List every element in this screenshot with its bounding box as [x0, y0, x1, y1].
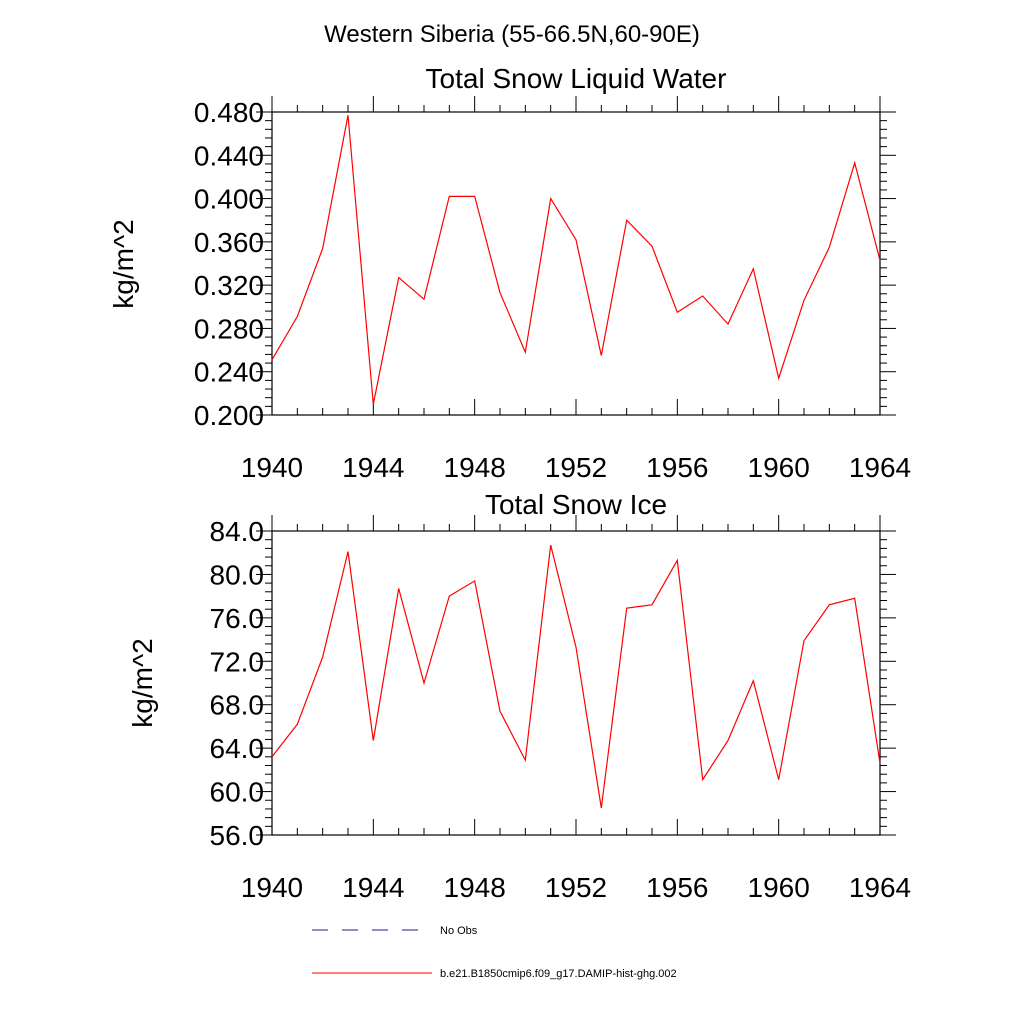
y-tick-label: 0.440: [194, 140, 264, 171]
series-line: [271, 544, 881, 808]
x-tick-label: 1948: [444, 452, 506, 483]
x-tick-label: 1956: [646, 872, 708, 903]
y-tick-label: 60.0: [210, 777, 265, 808]
y-tick-label: 0.320: [194, 270, 264, 301]
legend: No Obs b.e21.B1850cmip6.f09_g17.DAMIP-hi…: [312, 925, 677, 980]
x-tick-label: 1940: [241, 872, 303, 903]
x-tick-label: 1956: [646, 452, 708, 483]
y-tick-label: 72.0: [210, 646, 265, 677]
x-tick-label: 1952: [545, 452, 607, 483]
y-tick-label: 0.240: [194, 357, 264, 388]
panel-title: Total Snow Ice: [485, 489, 667, 520]
panel-snow-ice: Total Snow Ice kg/m^2 1940 1944 1948 1952 19…: [127, 489, 911, 903]
y-tick-label: 64.0: [210, 733, 265, 764]
x-tick-label: 1952: [545, 872, 607, 903]
y-tick-label: 0.480: [194, 97, 264, 128]
y-tick-label: 68.0: [210, 690, 265, 721]
y-axis-label: kg/m^2: [108, 219, 139, 308]
panel-title: Total Snow Liquid Water: [426, 63, 727, 94]
y-tick-label: 0.280: [194, 313, 264, 344]
y-tick-label: 84.0: [210, 516, 265, 547]
x-tick-label: 1964: [849, 872, 911, 903]
panel-snow-liquid-water: Total Snow Liquid Water kg/m^2 1940 1944 1…: [108, 63, 911, 483]
plot-frame: [271, 530, 881, 836]
legend-label-model: b.e21.B1850cmip6.f09_g17.DAMIP-hist-ghg.…: [440, 968, 677, 980]
legend-label-no-obs: No Obs: [440, 925, 478, 937]
y-tick-label: 0.400: [194, 184, 264, 215]
x-tick-label: 1960: [748, 452, 810, 483]
x-tick-label: 1964: [849, 452, 911, 483]
plot-frame: [271, 111, 881, 416]
y-tick-label: 0.200: [194, 400, 264, 431]
x-tick-label: 1944: [342, 872, 404, 903]
x-tick-label: 1944: [342, 452, 404, 483]
x-tick-label: 1940: [241, 452, 303, 483]
y-tick-label: 56.0: [210, 820, 265, 851]
series-line: [271, 115, 881, 405]
x-tick-label: 1960: [748, 872, 810, 903]
y-tick-label: 76.0: [210, 603, 265, 634]
y-tick-label: 0.360: [194, 227, 264, 258]
y-tick-label: 80.0: [210, 559, 265, 590]
x-tick-label: 1948: [444, 872, 506, 903]
y-axis-label: kg/m^2: [127, 638, 158, 727]
figure-suptitle: Western Siberia (55-66.5N,60-90E): [324, 21, 700, 48]
